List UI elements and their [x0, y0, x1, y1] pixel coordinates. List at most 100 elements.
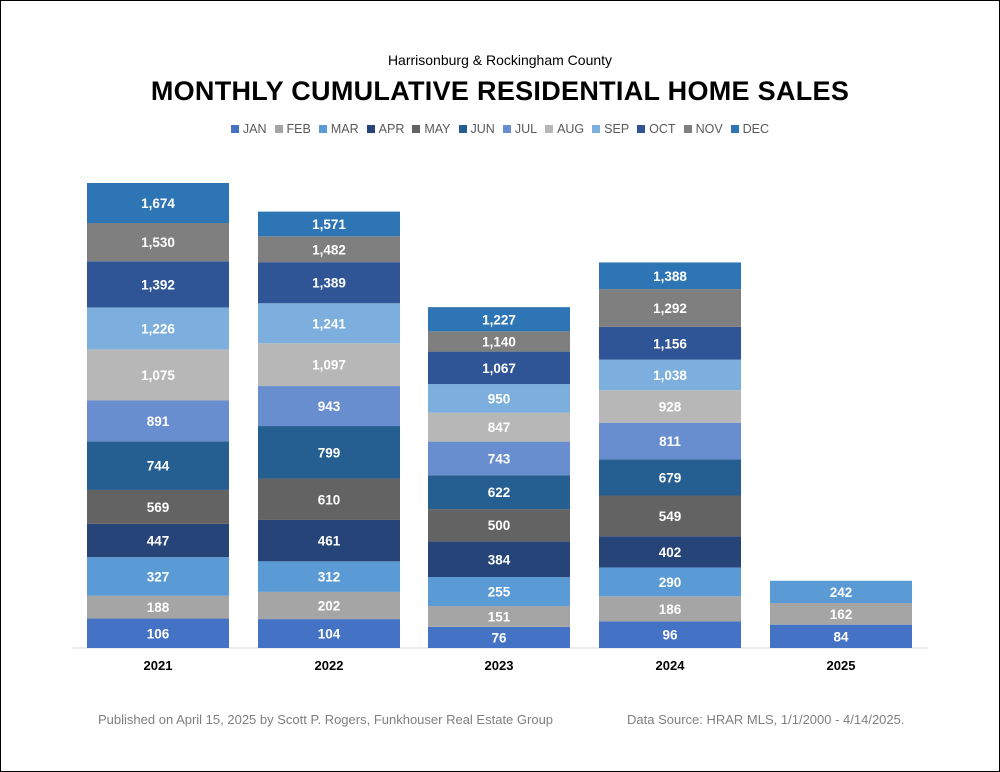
bar-2021-jul — [87, 400, 229, 442]
bar-2022-mar — [258, 561, 400, 592]
data-label-2021-sep: 1,226 — [141, 321, 175, 336]
legend-item-mar: MAR — [318, 122, 359, 136]
chart-title: MONTHLY CUMULATIVE RESIDENTIAL HOME SALE… — [150, 76, 850, 106]
legend-label: JAN — [242, 122, 267, 136]
legend-label: AUG — [557, 122, 585, 136]
data-label-2023-jan: 76 — [491, 630, 507, 645]
legend-swatch — [274, 125, 283, 133]
data-label-2021-jul: 891 — [147, 414, 170, 429]
data-label-2024-nov: 1,292 — [653, 301, 687, 316]
bar-2022-sep — [258, 303, 400, 344]
bar-2024-sep — [599, 359, 741, 391]
data-label-2023-nov: 1,140 — [482, 334, 516, 349]
legend-swatch — [683, 125, 692, 133]
legend-swatch — [730, 125, 739, 133]
legend-label: OCT — [649, 122, 676, 136]
data-label-2023-aug: 847 — [488, 420, 511, 435]
legend-label: MAY — [424, 122, 451, 136]
bar-2023-feb — [428, 606, 570, 627]
bar-2024-oct — [599, 326, 741, 360]
bar-2022-feb — [258, 591, 400, 620]
legend-item-jul: JUL — [502, 122, 538, 136]
data-label-2022-jan: 104 — [318, 627, 341, 642]
bar-2023-oct — [428, 351, 570, 385]
bar-2022-jun — [258, 426, 400, 479]
data-label-2021-may: 569 — [147, 500, 170, 515]
legend-label: JUN — [470, 122, 495, 136]
data-label-2022-aug: 1,097 — [312, 358, 346, 373]
data-label-2022-sep: 1,241 — [312, 316, 346, 331]
legend-item-jan: JAN — [230, 122, 267, 136]
legend-item-feb: FEB — [274, 122, 311, 136]
legend-swatch — [545, 125, 554, 133]
data-source-note: Data Source: HRAR MLS, 1/1/2000 - 4/14/2… — [627, 712, 905, 727]
bar-2023-aug — [428, 412, 570, 442]
bar-2023-apr — [428, 541, 570, 578]
bar-2021-aug — [87, 349, 229, 401]
x-tick-label-2022: 2022 — [315, 658, 344, 673]
data-label-2021-jan: 106 — [147, 626, 170, 641]
bar-2021-jun — [87, 441, 229, 490]
bar-2021-feb — [87, 595, 229, 619]
legend-label: DEC — [742, 122, 770, 136]
data-label-2021-apr: 447 — [147, 534, 170, 549]
x-tick-label-2025: 2025 — [827, 658, 856, 673]
bar-2021-mar — [87, 557, 229, 596]
legend-item-dec: DEC — [730, 122, 770, 136]
data-label-2022-apr: 461 — [318, 534, 341, 549]
legend-swatch — [592, 125, 601, 133]
bar-2024-aug — [599, 390, 741, 423]
data-label-2025-jan: 84 — [833, 629, 849, 644]
bar-2024-mar — [599, 567, 741, 597]
published-note: Published on April 15, 2025 by Scott P. … — [98, 712, 554, 727]
bar-2025-mar — [770, 580, 912, 603]
x-tick-label-2021: 2021 — [144, 658, 173, 673]
bar-2022-jul — [258, 386, 400, 427]
legend-item-apr: APR — [366, 122, 404, 136]
data-label-2021-feb: 188 — [147, 600, 170, 615]
data-label-2025-feb: 162 — [830, 607, 853, 622]
data-label-2022-mar: 312 — [318, 570, 341, 585]
bar-2023-may — [428, 509, 570, 542]
legend-item-sep: SEP — [592, 122, 629, 136]
legend-swatch — [230, 125, 239, 133]
bar-2025-jan — [770, 624, 912, 648]
bars-group: 106 188 327 447 569 744 891 1,075 1,226 1,392 1,53… — [87, 183, 912, 648]
bar-2024-jul — [599, 422, 741, 460]
data-label-2022-oct: 1,389 — [312, 276, 346, 291]
data-label-2024-sep: 1,038 — [653, 368, 687, 383]
bar-2022-apr — [258, 519, 400, 562]
bar-2023-jan — [428, 626, 570, 648]
bar-2021-may — [87, 489, 229, 524]
data-label-2022-jun: 799 — [318, 445, 341, 460]
legend-swatch — [412, 125, 421, 133]
bar-2024-may — [599, 495, 741, 537]
bar-2022-dec — [258, 211, 400, 237]
data-label-2022-may: 610 — [318, 492, 341, 507]
bar-2023-nov — [428, 331, 570, 352]
legend-label: JUL — [514, 122, 538, 136]
data-label-2023-oct: 1,067 — [482, 361, 516, 376]
bar-2024-nov — [599, 289, 741, 327]
bar-2023-jun — [428, 475, 570, 510]
bar-2024-jan — [599, 621, 741, 648]
data-label-2023-apr: 384 — [488, 552, 511, 567]
data-label-2023-feb: 151 — [488, 609, 511, 624]
data-label-2022-nov: 1,482 — [312, 242, 346, 257]
data-label-2024-dec: 1,388 — [653, 269, 687, 284]
data-label-2024-apr: 402 — [659, 545, 682, 560]
chart-subtitle: Harrisonburg & Rockingham County — [387, 52, 613, 68]
bar-2022-oct — [258, 262, 400, 304]
bar-2021-oct — [87, 261, 229, 308]
data-label-2022-dec: 1,571 — [312, 217, 346, 232]
chart-legend: JAN FEB MAR APR MAY JUN JUL AUG SEP OCT NOV DEC — [0, 122, 1000, 136]
bar-2024-feb — [599, 596, 741, 622]
legend-label: MAR — [330, 122, 359, 136]
data-label-2021-nov: 1,530 — [141, 235, 175, 250]
data-label-2024-aug: 928 — [659, 399, 682, 414]
category-labels: 2021 2022 2023 2024 2025 — [144, 658, 856, 673]
legend-item-jun: JUN — [458, 122, 495, 136]
data-label-2024-jun: 679 — [659, 470, 682, 485]
legend-label: NOV — [695, 122, 723, 136]
bar-2022-may — [258, 478, 400, 520]
